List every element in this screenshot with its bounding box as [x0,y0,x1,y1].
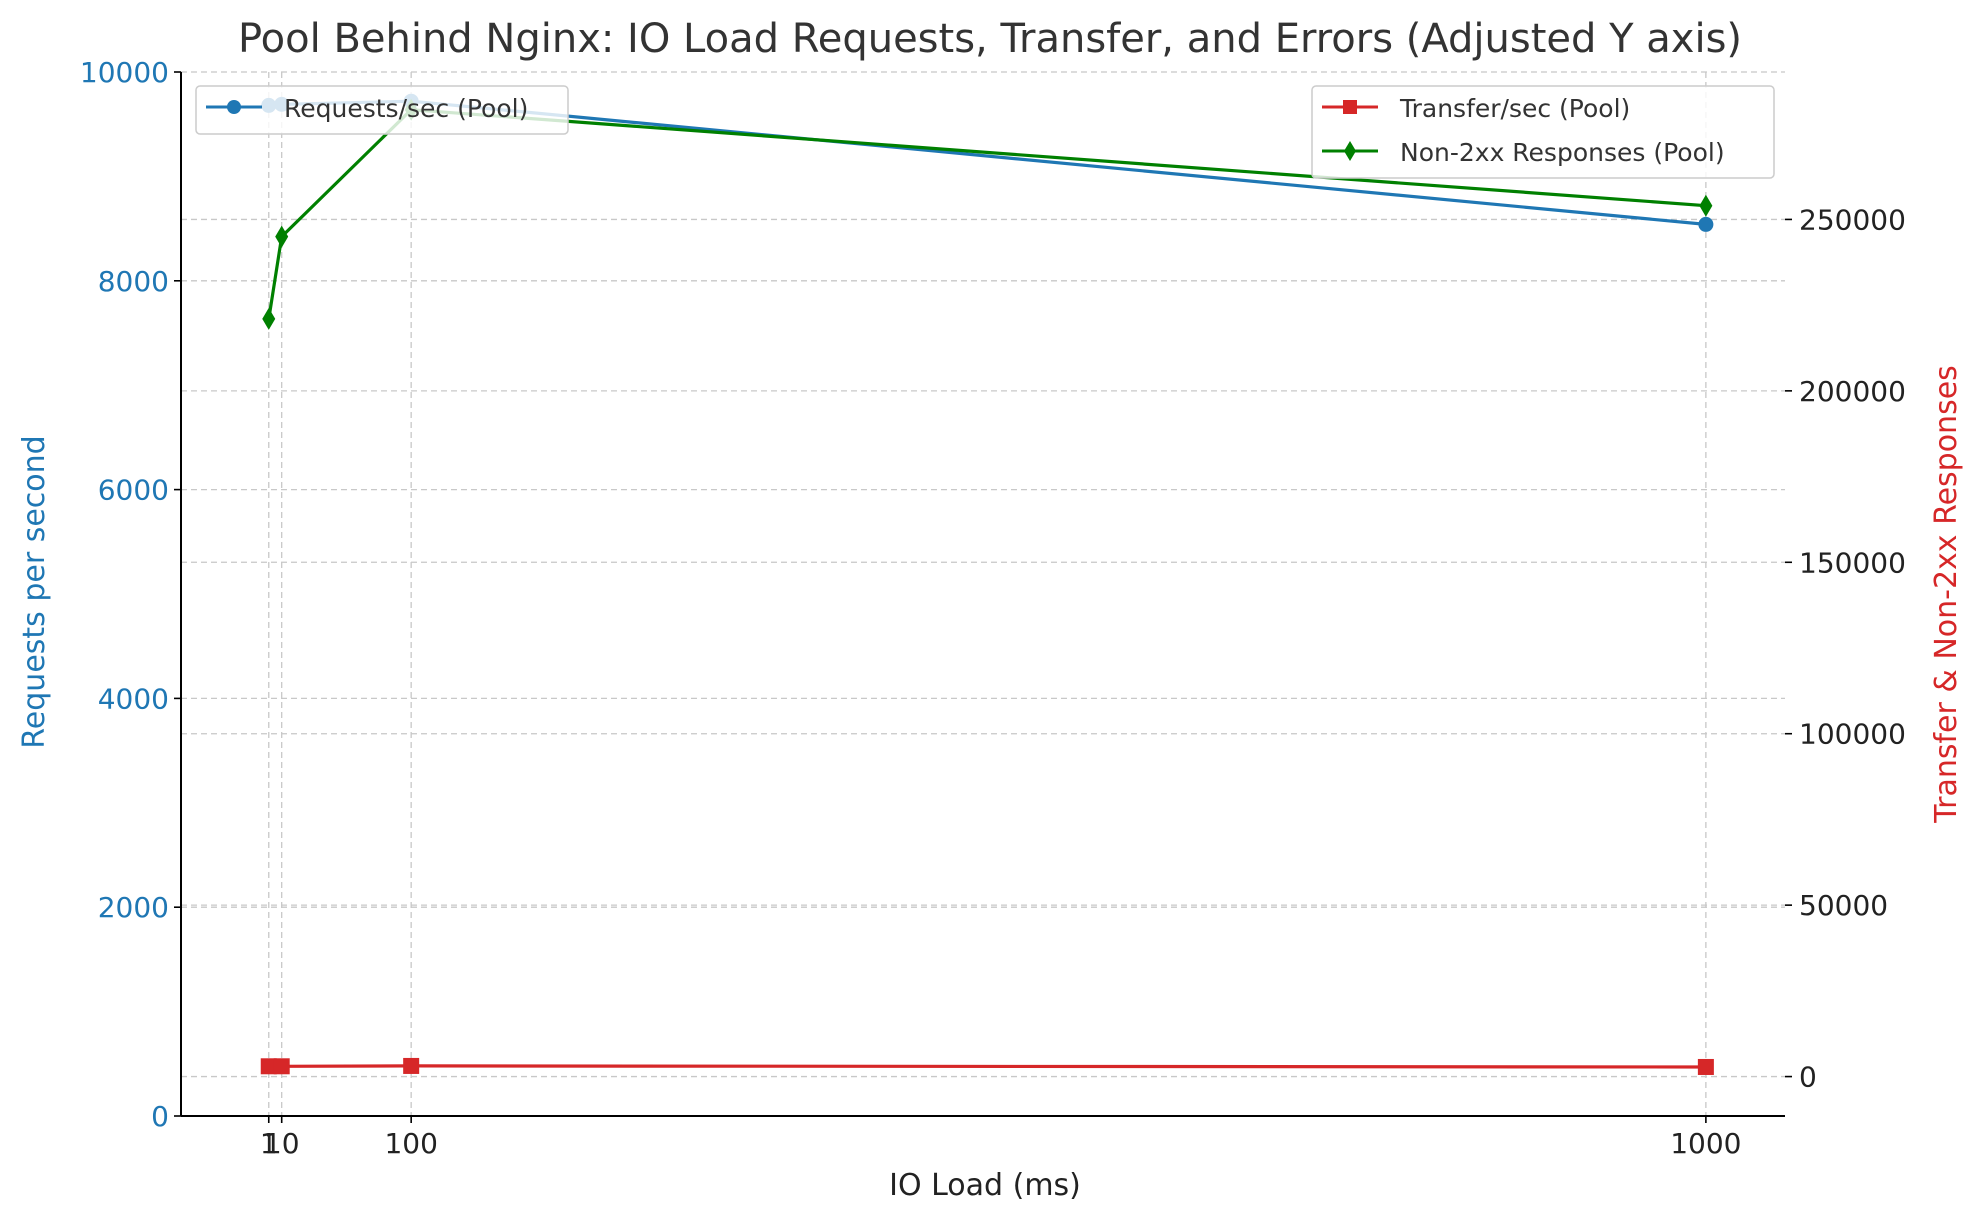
legend-non2xx-marker [1344,141,1356,161]
x-axis-label: IO Load (ms) [889,1168,1081,1203]
y-right-tick-label-0: 0 [1799,1061,1817,1094]
y-right-tick-label-1: 50000 [1799,889,1888,922]
point-non2xx-0 [262,307,276,330]
y-right-axis-label: Transfer & Non-2xx Responses [1929,365,1964,824]
legend-requests: Requests/sec (Pool) [195,85,569,135]
chart-title: Pool Behind Nginx: IO Load Requests, Tra… [238,16,1742,62]
x-tick-label-0: 1 [260,1127,278,1160]
axes-layer: 110 100 1000020004000600080001000005000010… [80,56,1906,1160]
x-tick-label-1: 10 [264,1127,300,1160]
y-right-tick-label-5: 250000 [1799,203,1906,236]
point-requests-3 [1698,216,1714,232]
y-left-tick-label-3: 6000 [98,474,169,507]
y-left-tick-label-1: 2000 [98,891,169,924]
legend-non2xx-label: Non-2xx Responses (Pool) [1400,138,1725,167]
x-tick-label-3: 1000 [1670,1127,1741,1160]
y-left-axis-label: Requests per second [17,435,52,748]
legend-transfer-label: Transfer/sec (Pool) [1399,94,1630,123]
series-line-transfer [268,1064,1706,1069]
y-left-tick-label-5: 10000 [80,56,169,89]
legend-right: Transfer/sec (Pool) Non-2xx Responses (P… [1311,85,1775,179]
y-left-tick-label-2: 4000 [98,682,169,715]
y-left-tick-label-0: 0 [151,1100,169,1133]
legend-transfer-marker [1343,100,1357,114]
y-left-tick-label-4: 8000 [98,265,169,298]
y-right-tick-label-3: 150000 [1799,546,1906,579]
point-transfer-2 [403,1057,420,1074]
point-transfer-3 [1697,1058,1714,1075]
series-line-non2xx [267,108,1707,320]
point-transfer-0 [260,1058,277,1075]
legend-requests-box [195,85,569,135]
legend-right-box [1311,85,1775,179]
legend-requests-marker [227,100,241,114]
series-layer [260,93,1714,1075]
x-tick-label-2: 100 [384,1127,437,1160]
y-right-tick-label-2: 100000 [1799,718,1906,751]
y-right-tick-label-4: 200000 [1799,375,1906,408]
point-transfer-1 [273,1058,290,1075]
legend-requests-label: Requests/sec (Pool) [284,94,528,123]
point-non2xx-3 [1699,194,1713,217]
grid-layer [181,71,1785,1117]
point-non2xx-1 [275,225,289,248]
